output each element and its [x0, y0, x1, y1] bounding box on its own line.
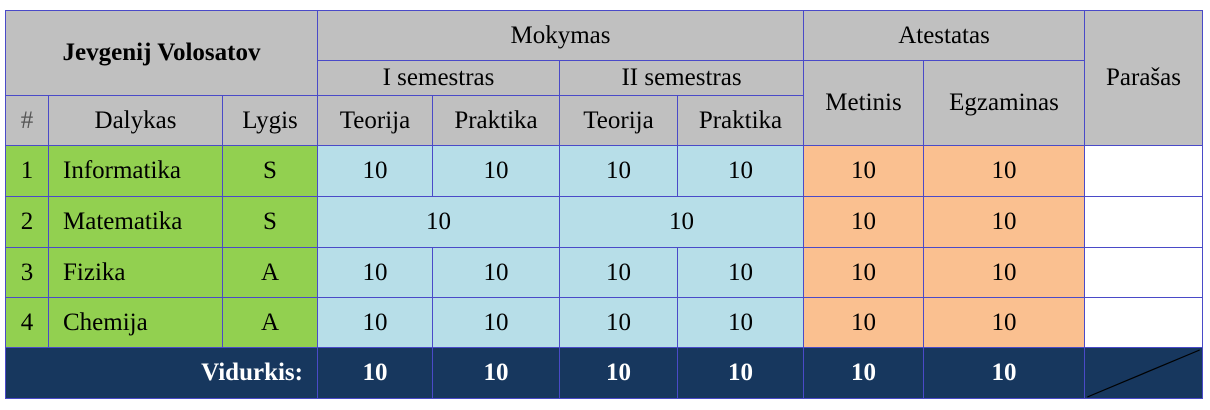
- signature-crossed-cell: [1084, 347, 1204, 399]
- grade: 10: [317, 247, 433, 298]
- row-num: 4: [5, 297, 49, 348]
- egzaminas-header: Egzaminas: [922, 60, 1086, 146]
- grade: 10: [677, 247, 804, 298]
- diagonal-line: [1085, 348, 1202, 398]
- subject: Matematika: [48, 196, 223, 248]
- table-row: 4 Chemija A 10 10 10 10 10 10: [5, 297, 1204, 348]
- grade: 10: [317, 297, 433, 348]
- semester2-header: II semestras: [559, 60, 804, 96]
- mokymas-header: Mokymas: [317, 10, 804, 61]
- table-row: 2 Matematika S 10 10 10 10: [5, 196, 1204, 248]
- average-grade: 10: [559, 347, 678, 399]
- annual-grade: 10: [803, 247, 924, 298]
- semester1-header: I semestras: [317, 60, 560, 96]
- grade: 10: [559, 145, 678, 197]
- level: A: [222, 297, 318, 348]
- average-label: Vidurkis:: [5, 347, 318, 399]
- level: A: [222, 247, 318, 298]
- table-row: 1 Informatika S 10 10 10 10 10 10: [5, 145, 1204, 197]
- grade: 10: [559, 297, 678, 348]
- dalykas-header: Dalykas: [48, 95, 223, 146]
- grade: 10: [317, 145, 433, 197]
- grade: 10: [432, 297, 560, 348]
- level: S: [222, 145, 318, 197]
- exam-grade: 10: [922, 196, 1086, 248]
- atestatas-header: Atestatas: [802, 10, 1086, 61]
- signature-cell: [1084, 196, 1204, 248]
- annual-grade: 10: [803, 297, 924, 348]
- grade: 10: [559, 247, 678, 298]
- signature-cell: [1084, 145, 1204, 197]
- annual-grade: 10: [803, 196, 924, 248]
- exam-grade: 10: [922, 145, 1086, 197]
- grade: 10: [317, 196, 560, 248]
- subject: Fizika: [48, 247, 223, 298]
- annual-grade: 10: [803, 145, 924, 197]
- signature-cell: [1084, 247, 1204, 298]
- grade: 10: [432, 145, 560, 197]
- average-grade: 10: [922, 347, 1086, 399]
- grades-table: Jevgenij Volosatov Mokymas Atestatas Par…: [5, 10, 1204, 399]
- grade: 10: [559, 196, 804, 248]
- grade: 10: [432, 247, 560, 298]
- average-grade: 10: [432, 347, 560, 399]
- row-num: 1: [5, 145, 49, 197]
- lygis-header: Lygis: [222, 95, 318, 146]
- table-row: 3 Fizika A 10 10 10 10 10 10: [5, 247, 1204, 298]
- s1-praktika-header: Praktika: [432, 95, 560, 146]
- level: S: [222, 196, 318, 248]
- s1-teorija-header: Teorija: [317, 95, 433, 146]
- exam-grade: 10: [922, 297, 1086, 348]
- subject: Chemija: [48, 297, 223, 348]
- grade: 10: [677, 297, 804, 348]
- s2-praktika-header: Praktika: [677, 95, 804, 146]
- row-num: 2: [5, 196, 49, 248]
- num-header: #: [5, 95, 49, 146]
- average-grade: 10: [677, 347, 804, 399]
- average-grade: 10: [317, 347, 433, 399]
- parasas-header: Parašas: [1084, 10, 1204, 146]
- average-grade: 10: [803, 347, 924, 399]
- metinis-header: Metinis: [803, 60, 924, 146]
- student-name: Jevgenij Volosatov: [5, 10, 318, 96]
- subject: Informatika: [48, 145, 223, 197]
- grade: 10: [677, 145, 804, 197]
- exam-grade: 10: [922, 247, 1086, 298]
- row-num: 3: [5, 247, 49, 298]
- average-row: Vidurkis: 10 10 10 10 10 10: [5, 347, 1204, 399]
- signature-cell: [1084, 297, 1204, 348]
- s2-teorija-header: Teorija: [559, 95, 678, 146]
